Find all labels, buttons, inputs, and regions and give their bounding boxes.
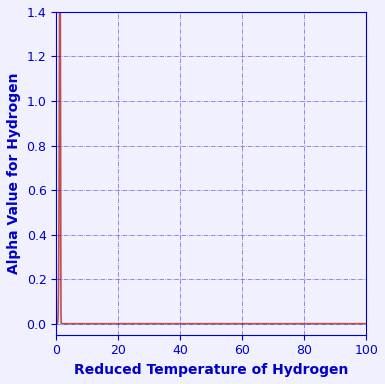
X-axis label: Reduced Temperature of Hydrogen: Reduced Temperature of Hydrogen <box>74 363 348 377</box>
Y-axis label: Alpha Value for Hydrogen: Alpha Value for Hydrogen <box>7 73 21 274</box>
